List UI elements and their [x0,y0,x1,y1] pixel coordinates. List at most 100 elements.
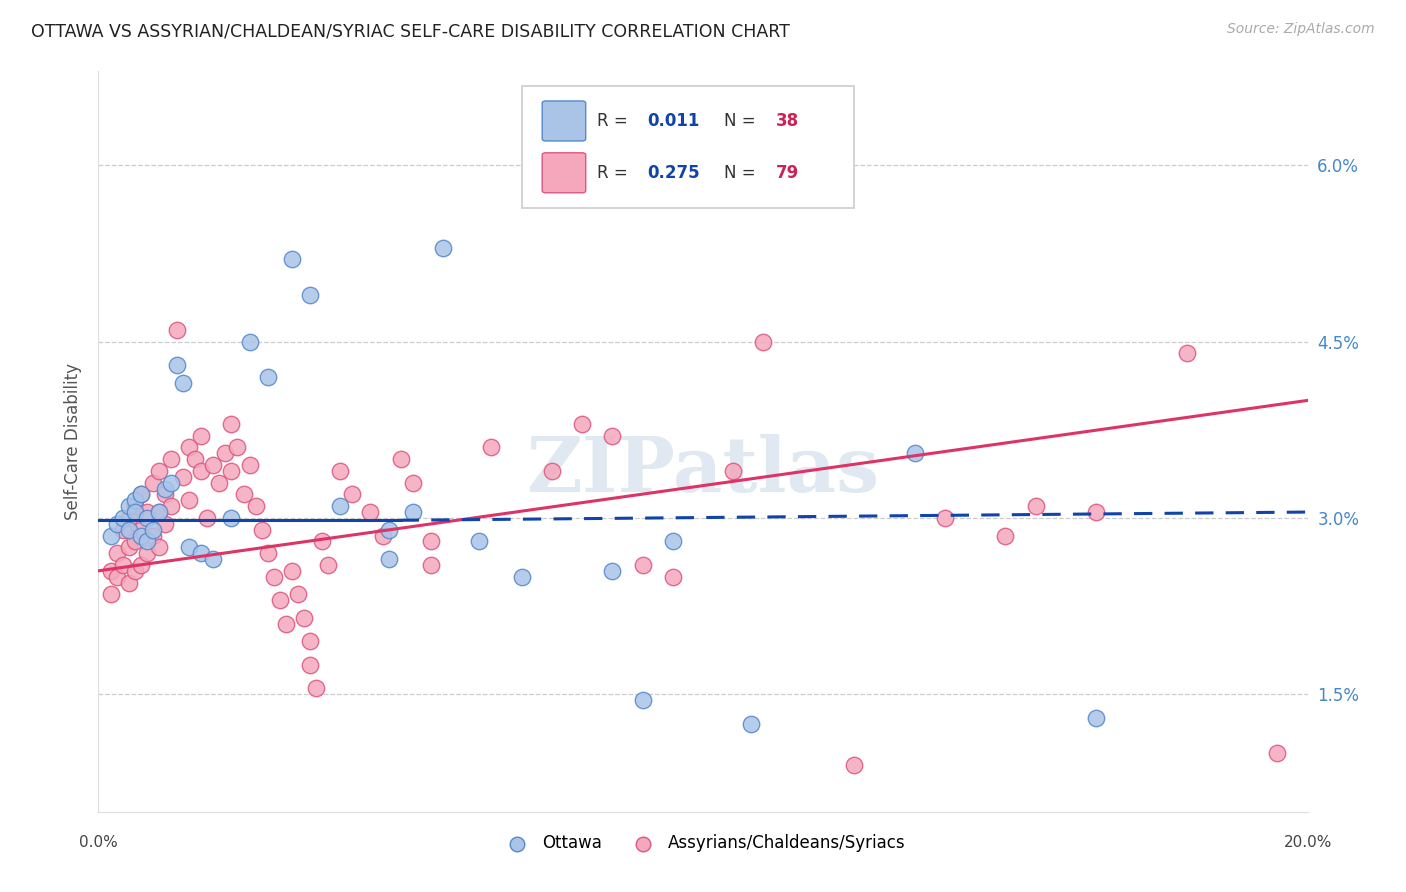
Point [305,681,328,696]
Point [602,564,624,578]
FancyBboxPatch shape [543,101,586,141]
Point [250,523,273,537]
Point [311,534,333,549]
Point [172,376,194,390]
Point [571,417,593,431]
Point [274,616,297,631]
Point [179,441,201,455]
Point [221,511,243,525]
Point [118,499,141,513]
Point [377,523,399,537]
Point [195,511,218,525]
Point [221,417,243,431]
FancyBboxPatch shape [543,153,586,193]
Point [148,505,170,519]
Point [316,558,339,572]
Point [172,470,194,484]
Point [468,534,491,549]
Point [129,523,152,537]
Point [214,446,236,460]
Point [269,593,291,607]
Point [105,570,128,584]
Text: 0.011: 0.011 [647,112,700,130]
Point [1085,505,1108,519]
Point [263,570,285,584]
Point [540,464,562,478]
Text: Source: ZipAtlas.com: Source: ZipAtlas.com [1227,22,1375,37]
Point [752,334,775,349]
Point [202,552,225,566]
Legend: Ottawa, Assyrians/Chaldeans/Syriacs: Ottawa, Assyrians/Chaldeans/Syriacs [494,828,912,859]
Point [129,487,152,501]
Point [432,241,454,255]
Point [1024,499,1046,513]
Point [208,475,231,490]
Text: 38: 38 [776,112,799,130]
Point [329,464,352,478]
Point [148,541,170,555]
Point [723,464,745,478]
Point [135,546,157,560]
Point [245,499,267,513]
Point [281,564,304,578]
Point [904,446,927,460]
Point [239,458,262,472]
Point [148,505,170,519]
Point [661,534,683,549]
Point [602,428,624,442]
Text: OTTAWA VS ASSYRIAN/CHALDEAN/SYRIAC SELF-CARE DISABILITY CORRELATION CHART: OTTAWA VS ASSYRIAN/CHALDEAN/SYRIAC SELF-… [31,22,790,40]
Text: R =: R = [596,112,633,130]
Point [299,287,322,301]
Point [153,482,176,496]
Point [221,464,243,478]
Point [111,511,134,525]
Point [124,493,146,508]
Point [184,452,207,467]
Text: R =: R = [596,164,633,182]
Point [124,534,146,549]
Point [160,452,183,467]
Point [179,493,201,508]
Point [135,505,157,519]
Text: 79: 79 [776,164,799,182]
Point [124,564,146,578]
Point [377,552,399,566]
Point [135,511,157,525]
Point [105,546,128,560]
Point [129,558,152,572]
Point [111,558,134,572]
Point [105,516,128,531]
Point [100,528,122,542]
Point [631,558,654,572]
Point [402,475,425,490]
Point [740,716,762,731]
Text: 0.275: 0.275 [647,164,700,182]
Point [166,323,188,337]
Point [226,441,249,455]
Point [118,523,141,537]
Point [148,464,170,478]
Point [153,516,176,531]
FancyBboxPatch shape [522,87,855,209]
Point [124,505,146,519]
Point [239,334,262,349]
Text: N =: N = [724,164,761,182]
Point [111,523,134,537]
Point [179,541,201,555]
Point [142,475,165,490]
Point [153,487,176,501]
Point [118,575,141,590]
Text: N =: N = [724,112,761,130]
Point [994,528,1017,542]
Point [934,511,956,525]
Point [281,252,304,267]
Point [190,546,212,560]
Point [329,499,352,513]
Point [420,558,443,572]
Point [342,487,364,501]
Text: 0.0%: 0.0% [79,835,118,850]
Point [166,358,188,372]
Point [142,523,165,537]
Point [100,587,122,601]
Point [481,441,503,455]
